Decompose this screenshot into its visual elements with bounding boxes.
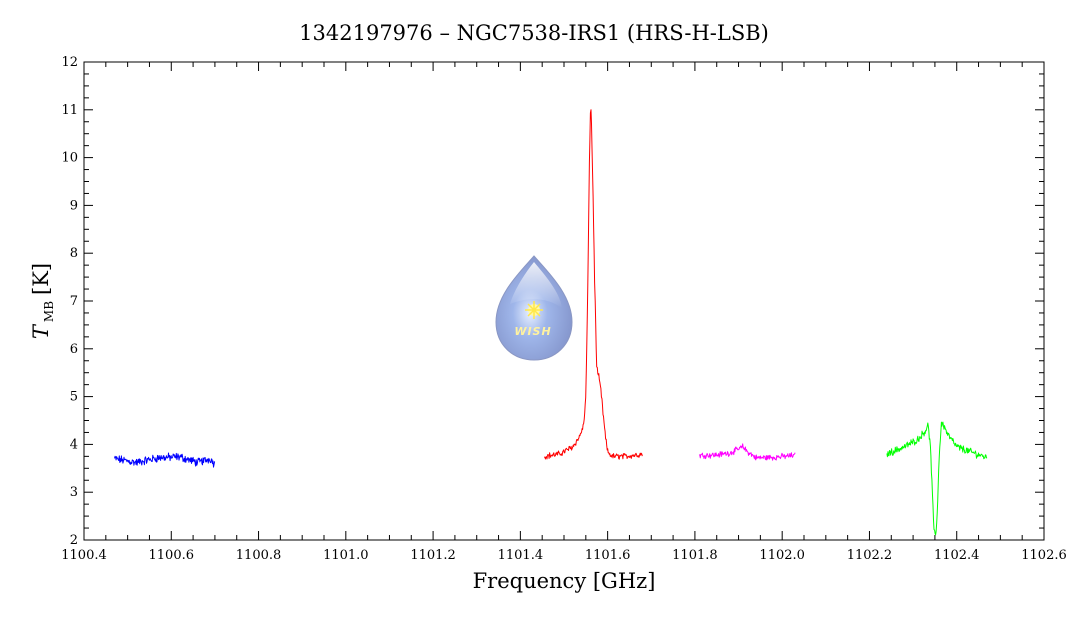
wish-logo-text: WISH [514,325,551,338]
y-tick-label: 7 [70,294,78,309]
x-tick-label: 1100.4 [61,548,107,563]
x-axis-label: Frequency [GHz] [473,569,656,593]
y-tick-label: 6 [70,342,78,357]
y-tick-label: 11 [61,103,78,118]
y-tick-label: 2 [70,533,78,548]
y-tick-label: 5 [70,390,78,405]
chart-title: 1342197976 – NGC7538-IRS1 (HRS-H-LSB) [299,21,769,45]
wish-logo: WISH [495,255,573,361]
y-tick-label: 8 [70,246,78,261]
x-tick-label: 1100.6 [149,548,195,563]
x-tick-label: 1102.4 [934,548,980,563]
spectrum-series-2 [698,443,796,461]
y-tick-label: 9 [70,198,78,213]
x-tick-label: 1101.4 [498,548,544,563]
y-tick-label: 3 [70,485,78,500]
y-axis: 2 3 4 5 6 7 8 9 10 11 12 [61,55,1044,548]
spectrum-series-3 [886,421,988,536]
y-axis-label-sub: MB [42,301,56,322]
spectrum-series-0 [114,452,216,468]
x-axis: 1100.4 1100.6 1100.8 1101.0 1101.2 1101.4 1101… [61,62,1067,563]
y-tick-label: 10 [61,151,78,166]
y-axis-label-unit: [K] [29,263,53,295]
x-tick-label: 1102.0 [759,548,805,563]
y-tick-label: 12 [61,55,78,70]
x-tick-label: 1101.6 [585,548,631,563]
x-tick-label: 1102.2 [847,548,893,563]
series-layer [114,109,988,536]
x-tick-label: 1102.6 [1021,548,1067,563]
x-tick-label: 1101.0 [323,548,369,563]
y-axis-label-main: T [29,323,53,339]
y-axis-label: TMB [K] [29,263,56,339]
y-tick-label: 4 [70,437,78,452]
star-icon [525,301,543,319]
spectrum-series-1 [543,109,643,460]
x-tick-label: 1100.8 [236,548,282,563]
x-tick-label: 1101.8 [672,548,718,563]
svg-text:TMB[K]: TMB [K] [29,263,56,339]
x-tick-label: 1101.2 [410,548,456,563]
